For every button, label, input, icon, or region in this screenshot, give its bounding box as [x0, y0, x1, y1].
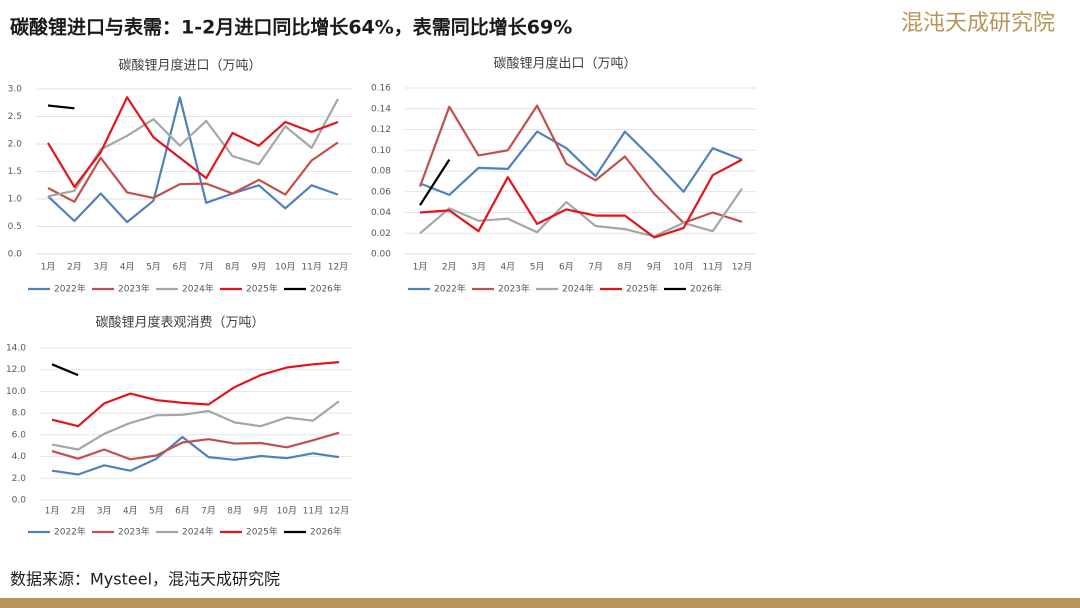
y-tick-label: 0.5	[8, 222, 22, 232]
series-line	[47, 96, 339, 188]
y-tick-label: 12.0	[6, 365, 26, 375]
x-tick-label: 6月	[559, 262, 574, 273]
series-line	[419, 158, 743, 239]
series-line	[47, 96, 339, 224]
legend-label: 2026年	[310, 283, 342, 295]
series-line	[47, 141, 339, 203]
x-tick-label: 10月	[277, 506, 297, 517]
x-tick-label: 3月	[471, 262, 486, 273]
x-tick-label: 1月	[45, 506, 60, 517]
x-tick-label: 5月	[146, 262, 161, 273]
y-tick-label: 1.5	[8, 167, 22, 177]
legend-label: 2022年	[54, 526, 86, 538]
x-tick-label: 10月	[673, 262, 693, 273]
x-tick-label: 8月	[227, 506, 242, 517]
y-tick-label: 0.00	[371, 250, 391, 260]
footer-bar	[0, 598, 1080, 608]
series-line	[51, 400, 340, 451]
x-tick-label: 7月	[201, 506, 216, 517]
y-tick-label: 0.0	[8, 250, 23, 260]
chart-title: 碳酸锂月度进口（万吨）	[118, 58, 261, 74]
y-tick-label: 2.5	[8, 112, 22, 122]
x-tick-label: 6月	[172, 262, 187, 273]
x-tick-label: 12月	[732, 262, 752, 273]
logo: 混沌天成研究院	[901, 11, 1055, 36]
x-tick-label: 9月	[647, 262, 662, 273]
series-line	[51, 431, 340, 461]
legend-label: 2023年	[118, 283, 150, 295]
y-tick-label: 0.02	[371, 229, 391, 239]
series-line	[419, 187, 743, 238]
x-tick-label: 8月	[225, 262, 240, 273]
source: 数据来源：Mysteel，混沌天成研究院	[10, 570, 280, 589]
x-tick-label: 2月	[71, 506, 86, 517]
y-tick-label: 8.0	[12, 409, 27, 419]
y-tick-label: 0.12	[371, 125, 391, 135]
y-tick-label: 4.0	[12, 452, 27, 462]
x-tick-label: 2月	[442, 262, 457, 273]
y-tick-label: 0.08	[371, 167, 391, 177]
series-line	[418, 104, 743, 224]
x-tick-label: 11月	[301, 262, 321, 273]
series-line	[419, 130, 743, 196]
legend-label: 2024年	[182, 283, 214, 295]
y-tick-label: 6.0	[12, 430, 27, 440]
x-tick-label: 4月	[500, 262, 515, 273]
x-tick-label: 3月	[97, 506, 112, 517]
legend-label: 2023年	[498, 283, 530, 295]
x-tick-label: 7月	[588, 262, 603, 273]
y-tick-label: 3.0	[8, 85, 23, 95]
page-title: 碳酸锂进口与表需：1-2月进口同比增长64%，表需同比增长69%	[10, 16, 572, 39]
legend-label: 2026年	[690, 283, 722, 295]
x-tick-label: 3月	[93, 262, 108, 273]
x-tick-label: 8月	[618, 262, 633, 273]
series-line	[47, 104, 75, 110]
x-tick-label: 7月	[199, 262, 214, 273]
x-tick-label: 5月	[530, 262, 545, 273]
x-tick-label: 11月	[703, 262, 723, 273]
x-tick-label: 12月	[328, 262, 348, 273]
y-tick-label: 0.04	[371, 208, 391, 218]
y-tick-label: 0.14	[371, 104, 391, 114]
x-tick-label: 9月	[252, 262, 267, 273]
series-line	[51, 363, 79, 377]
x-tick-label: 2月	[67, 262, 82, 273]
x-tick-label: 1月	[41, 262, 56, 273]
series-line	[51, 435, 340, 476]
series-line	[51, 361, 340, 428]
legend-label: 2025年	[626, 283, 658, 295]
y-tick-label: 0.0	[12, 496, 27, 506]
x-tick-label: 4月	[123, 506, 138, 517]
x-tick-label: 12月	[329, 506, 349, 517]
x-tick-label: 1月	[413, 262, 428, 273]
legend-label: 2024年	[562, 283, 594, 295]
x-tick-label: 6月	[175, 506, 190, 517]
y-tick-label: 14.0	[6, 344, 26, 354]
legend-label: 2022年	[434, 283, 466, 295]
series-line	[419, 159, 451, 206]
y-tick-label: 0.16	[371, 84, 391, 94]
legend-label: 2026年	[310, 526, 342, 538]
legend-label: 2023年	[118, 526, 150, 538]
x-tick-label: 9月	[253, 506, 268, 517]
x-tick-label: 10月	[275, 262, 295, 273]
legend-label: 2025年	[246, 526, 278, 538]
y-tick-label: 0.06	[371, 187, 391, 197]
x-tick-label: 11月	[303, 506, 323, 517]
y-tick-label: 1.0	[8, 195, 23, 205]
chart-title: 碳酸锂月度表观消费（万吨）	[95, 315, 264, 331]
legend-label: 2025年	[246, 283, 278, 295]
y-tick-label: 10.0	[6, 387, 26, 397]
legend-label: 2024年	[182, 526, 214, 538]
x-tick-label: 4月	[120, 262, 135, 273]
chart-title: 碳酸锂月度出口（万吨）	[493, 56, 636, 72]
y-tick-label: 2.0	[8, 140, 23, 150]
legend-label: 2022年	[54, 283, 86, 295]
x-tick-label: 5月	[149, 506, 164, 517]
y-tick-label: 2.0	[12, 474, 27, 484]
y-tick-label: 0.10	[371, 146, 391, 156]
